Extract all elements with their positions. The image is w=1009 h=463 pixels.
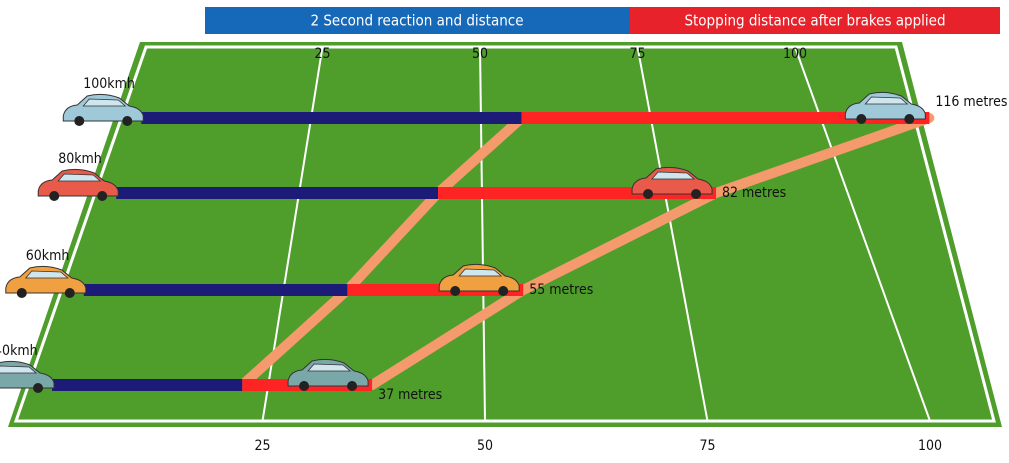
speed-label: 80kmh (58, 151, 102, 167)
wheel (450, 286, 460, 296)
bar-segment (52, 379, 242, 391)
x-tick-label: 100 (783, 46, 807, 62)
wheel (49, 191, 59, 201)
wheel (643, 189, 653, 199)
wheel (122, 116, 132, 126)
total-label: 116 metres (935, 94, 1007, 110)
wheel (498, 286, 508, 296)
speed-label: 60kmh (26, 248, 70, 264)
total-label: 82 metres (722, 185, 786, 201)
legend-label: Stopping distance after brakes applied (684, 12, 945, 30)
field (8, 42, 1002, 427)
total-label: 37 metres (378, 387, 442, 403)
bar-segment (84, 284, 348, 296)
wheel (856, 114, 866, 124)
legend-label: 2 Second reaction and distance (310, 12, 523, 30)
wheel (17, 288, 27, 298)
speed-label: 40kmh (0, 343, 38, 359)
bar-segment (116, 187, 438, 199)
x-tick-label: 25 (314, 46, 330, 62)
x-tick-label: 75 (699, 438, 715, 454)
wheel (74, 116, 84, 126)
wheel (347, 381, 357, 391)
wheel (691, 189, 701, 199)
total-label: 55 metres (529, 282, 593, 298)
wheel (65, 288, 75, 298)
chart: 2 Second reaction and distance Stopping … (0, 0, 1009, 463)
wheel (904, 114, 914, 124)
x-tick-label: 50 (472, 46, 488, 62)
x-tick-label: 25 (254, 438, 270, 454)
x-tick-label: 100 (918, 438, 942, 454)
wheel (97, 191, 107, 201)
x-tick-label: 50 (477, 438, 493, 454)
wheel (299, 381, 309, 391)
bar-segment (141, 112, 521, 124)
wheel (33, 383, 43, 393)
x-tick-label: 75 (629, 46, 645, 62)
speed-label: 100kmh (83, 76, 135, 92)
